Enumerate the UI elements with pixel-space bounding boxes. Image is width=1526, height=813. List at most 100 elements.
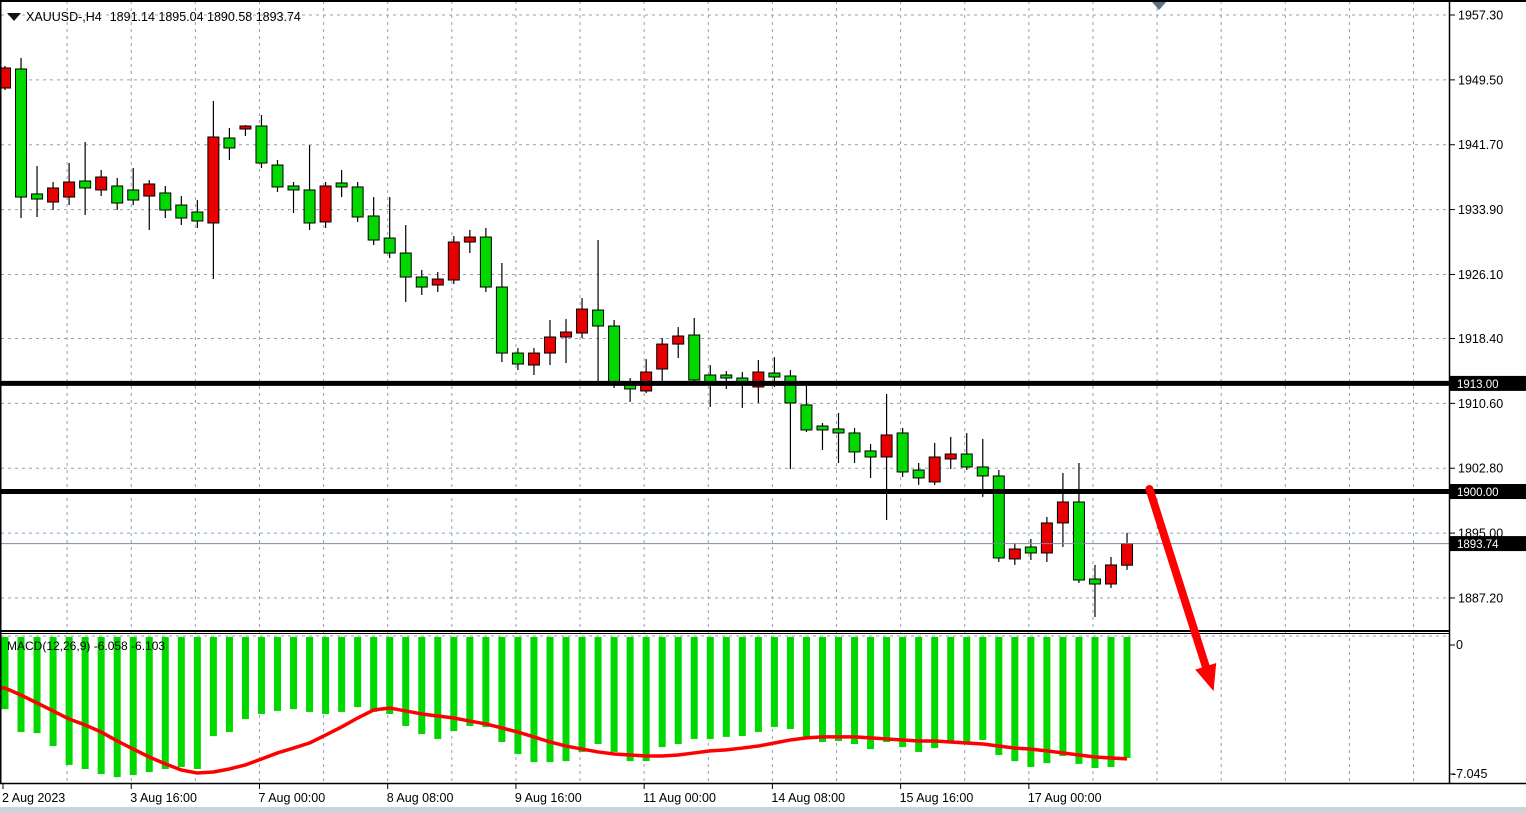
candle-body[interactable] (960, 453, 973, 468)
candle-body[interactable] (1056, 501, 1069, 524)
candle-body[interactable] (992, 475, 1005, 559)
candle-body[interactable] (399, 252, 412, 278)
candle-body[interactable] (560, 331, 573, 338)
candle-body[interactable] (944, 453, 957, 460)
symbol-timeframe-label: XAUUSD-,H4 (26, 10, 102, 24)
candle-body[interactable] (864, 450, 877, 458)
macd-histogram-bar (642, 637, 650, 762)
macd-histogram-bar (530, 637, 538, 763)
chart-shift-marker-icon[interactable] (1152, 2, 1167, 10)
symbol-dropdown-triangle-icon[interactable] (7, 13, 21, 21)
time-tick-label: 15 Aug 16:00 (900, 791, 974, 805)
candle-body[interactable] (255, 125, 268, 164)
candle-body[interactable] (15, 68, 28, 198)
candle-body[interactable] (527, 352, 540, 366)
candle-body[interactable] (415, 276, 428, 288)
candle-body[interactable] (688, 334, 701, 381)
price-tick-label: 1957.30 (1458, 9, 1503, 23)
macd-histogram-bar (578, 637, 586, 752)
panel-borders (0, 0, 1526, 785)
candle-body[interactable] (47, 187, 60, 203)
candle-body[interactable] (720, 374, 733, 379)
candle-body[interactable] (175, 204, 188, 219)
macd-histogram-bar (995, 637, 1003, 755)
candle-body[interactable] (287, 185, 300, 191)
candle-body[interactable] (848, 432, 861, 453)
arrow-head (1195, 662, 1217, 692)
candle-body[interactable] (383, 237, 396, 254)
candle-body[interactable] (31, 193, 44, 200)
candle-body[interactable] (656, 343, 669, 370)
candle-body[interactable] (608, 325, 621, 384)
candle-body[interactable] (768, 372, 781, 378)
candle-body[interactable] (239, 125, 252, 130)
macd-histogram-bar (851, 637, 859, 745)
candle-body[interactable] (1008, 548, 1021, 560)
macd-histogram-bar (626, 637, 634, 762)
candle-body[interactable] (1040, 522, 1053, 554)
candle-body[interactable] (816, 425, 829, 431)
candle-body[interactable] (207, 136, 220, 224)
red-down-arrow-annotation[interactable] (1145, 485, 1217, 692)
candle-body[interactable] (511, 352, 524, 365)
candle-body[interactable] (431, 278, 444, 286)
candle-body[interactable] (752, 371, 765, 388)
macd-histogram-bar (306, 637, 314, 712)
level-1913-badge-label: 1913.00 (1457, 379, 1499, 391)
macd-indicator-panel (1, 635, 1449, 778)
candle-body[interactable] (111, 185, 124, 204)
candle-body[interactable] (335, 182, 348, 188)
candle-body[interactable] (784, 375, 797, 404)
candle-body[interactable] (896, 432, 909, 473)
candle-body[interactable] (143, 183, 156, 197)
macd-histogram-bar (514, 637, 522, 754)
macd-histogram-bar (883, 637, 891, 742)
macd-histogram-bar (338, 637, 346, 712)
candle-body[interactable] (672, 335, 685, 345)
candle-body[interactable] (1105, 564, 1118, 585)
candle-body[interactable] (463, 236, 476, 243)
macd-histogram-bar (770, 637, 778, 727)
macd-indicator-label: MACD(12,26,9) -6.058 -6.103 (7, 639, 165, 653)
candle-body[interactable] (576, 308, 589, 334)
candle-body[interactable] (912, 469, 925, 479)
candle-body[interactable] (79, 180, 92, 189)
candle-body[interactable] (223, 137, 236, 149)
candle-body[interactable] (351, 186, 364, 218)
candle-body[interactable] (832, 428, 845, 434)
candle-body[interactable] (1024, 546, 1037, 554)
candle-body[interactable] (479, 236, 492, 288)
candle-body[interactable] (447, 241, 460, 281)
candle-body[interactable] (95, 176, 108, 191)
candle-body[interactable] (191, 211, 204, 222)
candle-body[interactable] (543, 336, 556, 354)
candle-body[interactable] (63, 181, 76, 198)
candle-body[interactable] (976, 466, 989, 477)
horizontal-level-lines[interactable] (1, 380, 1449, 495)
candle-body[interactable] (127, 189, 140, 201)
candle-body[interactable] (880, 434, 893, 458)
candle-body[interactable] (303, 189, 316, 224)
candle-body[interactable] (495, 286, 508, 354)
candle-body[interactable] (159, 192, 172, 211)
time-tick-label: 2 Aug 2023 (2, 791, 65, 805)
candle-body[interactable] (319, 185, 332, 223)
price-tick-label: 1902.80 (1458, 462, 1503, 476)
time-axis[interactable]: 2 Aug 2023 3 Aug 16:00 7 Aug 00:00 8 Aug 08… (2, 783, 1102, 805)
macd-histogram-bar (786, 637, 794, 729)
candle-body[interactable] (1088, 578, 1101, 585)
candle-body[interactable] (367, 215, 380, 241)
candle-body[interactable] (800, 404, 813, 431)
macd-histogram-bar (1091, 637, 1099, 768)
macd-histogram-bar (546, 637, 554, 763)
candle-body[interactable] (1121, 543, 1134, 566)
candle-body[interactable] (0, 67, 11, 89)
candle-body[interactable] (928, 456, 941, 483)
candle-body[interactable] (1072, 501, 1085, 581)
time-tick-label: 8 Aug 08:00 (387, 791, 454, 805)
candle-body[interactable] (592, 309, 605, 327)
candle-body[interactable] (271, 164, 284, 188)
price-badge-1900: 1900.00 (1450, 484, 1526, 500)
